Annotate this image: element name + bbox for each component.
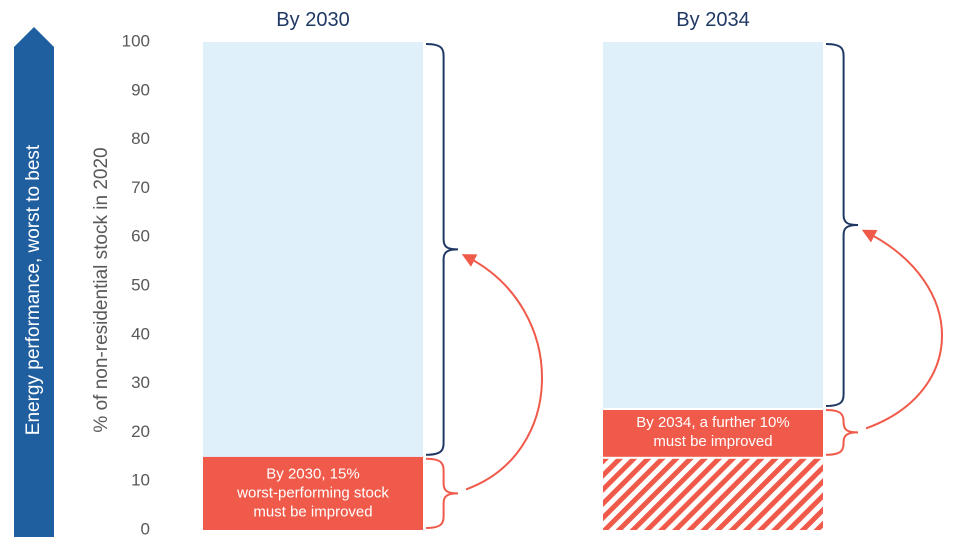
improvement-arrow	[861, 229, 943, 430]
y-tick-label: 30	[131, 373, 150, 392]
y-tick-label: 10	[131, 471, 150, 490]
y-tick-label: 40	[131, 324, 150, 343]
y-tick-label: 50	[131, 275, 150, 294]
y-axis-ticks: 0 10 20 30 40 50 60 70 80 90 100	[122, 31, 150, 537]
energy-performance-arrow: Energy performance, worst to best	[14, 27, 54, 537]
side-arrow-shape	[14, 27, 54, 537]
bar-1: By 2030 By 2030, 15% worst-performing stoc…	[203, 9, 423, 530]
side-arrow-label: Energy performance, worst to best	[23, 144, 44, 435]
segment-label: worst-performing stock	[236, 484, 389, 501]
y-tick-label: 70	[131, 178, 150, 197]
bar-segment-remaining	[603, 42, 823, 408]
y-tick-label: 100	[122, 31, 150, 50]
bar-segment-remaining	[203, 42, 423, 457]
y-tick-label: 80	[131, 129, 150, 148]
y-tick-label: 0	[141, 519, 150, 537]
segment-label: By 2030, 15%	[266, 465, 359, 482]
bar-segment-improve	[203, 456, 423, 530]
braces	[425, 43, 859, 529]
improvement-arrow	[461, 254, 543, 491]
y-axis-label: % of non-residential stock in 2020	[91, 147, 112, 432]
segment-label: must be improved	[253, 503, 372, 520]
bar-2: By 2034 By 2034, a further 10% must be imp…	[603, 9, 823, 530]
segment-label: By 2034, a further 10%	[636, 414, 789, 431]
segment-label: must be improved	[653, 433, 772, 450]
bars: By 2030 By 2030, 15% worst-performing stoc…	[203, 9, 823, 530]
bar-segment-improve	[603, 410, 823, 457]
bar-title: By 2034	[676, 9, 749, 31]
bar-title: By 2030	[276, 9, 349, 31]
brace-remaining	[425, 43, 459, 456]
y-tick-label: 60	[131, 227, 150, 246]
brace-improve	[825, 409, 859, 456]
brace-remaining	[825, 43, 859, 407]
curved-arrows	[461, 229, 943, 491]
bar-segment-already_improved	[603, 458, 823, 530]
y-tick-label: 20	[131, 422, 150, 441]
brace-improve	[425, 457, 459, 529]
y-tick-label: 90	[131, 80, 150, 99]
